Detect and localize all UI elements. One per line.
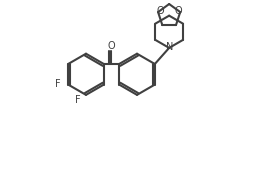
Text: N: N <box>166 42 174 52</box>
Text: O: O <box>108 41 115 51</box>
Text: O: O <box>175 6 182 16</box>
Text: F: F <box>55 79 61 89</box>
Text: F: F <box>75 95 81 105</box>
Text: O: O <box>156 6 164 16</box>
